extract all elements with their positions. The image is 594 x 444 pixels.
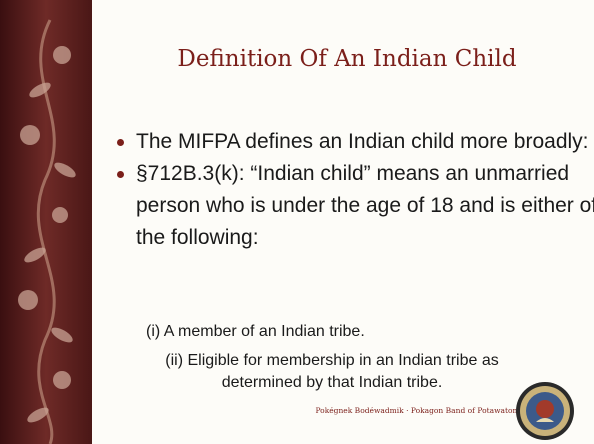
slide-title: Definition Of An Indian Child — [100, 46, 594, 72]
slide: Definition Of An Indian Child The MIFPA … — [0, 0, 594, 444]
bullet-list: The MIFPA defines an Indian child more b… — [112, 126, 594, 254]
footer: Pokégnek Bodéwadmik · Pokagon Band of Po… — [290, 406, 522, 415]
sub-item: (i) A member of an Indian tribe. — [146, 321, 365, 343]
bullet: §712B.3(k): “Indian child” means an unma… — [136, 158, 594, 254]
sub-item: (ii) Eligible for membership in an India… — [132, 350, 532, 394]
bullet: The MIFPA defines an Indian child more b… — [136, 126, 594, 158]
decorative-strip — [0, 0, 92, 444]
tribal-seal — [514, 380, 576, 442]
